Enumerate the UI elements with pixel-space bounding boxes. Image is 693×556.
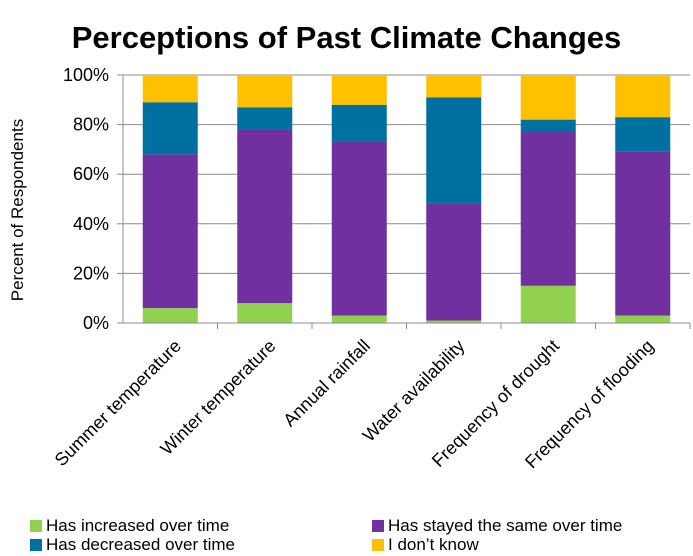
bar-segment xyxy=(237,129,293,304)
x-tick-label: Annual rainfall xyxy=(279,336,374,431)
bar-segment xyxy=(615,75,671,118)
y-tick-label: 100% xyxy=(63,65,109,85)
y-tick-label: 40% xyxy=(73,214,109,234)
x-tick-label: Water availability xyxy=(359,336,469,446)
y-tick-label: 80% xyxy=(73,115,109,135)
y-tick-label: 20% xyxy=(73,263,109,283)
bar-segment xyxy=(520,285,576,323)
y-tick-label: 0% xyxy=(83,313,109,333)
bar-segment xyxy=(520,75,576,120)
bar-segment xyxy=(142,154,198,309)
bar-segment xyxy=(237,303,293,323)
bar-segment xyxy=(142,75,198,103)
bar-segment xyxy=(426,320,482,323)
bar-segment xyxy=(520,119,576,133)
bar-segment xyxy=(615,315,671,323)
bar-segment xyxy=(331,315,387,323)
bar-segment xyxy=(237,107,293,130)
bar-segment xyxy=(142,308,198,323)
bar-segment xyxy=(426,97,482,204)
chart-title: Perceptions of Past Climate Changes xyxy=(71,20,622,55)
bar-segment xyxy=(615,117,671,152)
bar-segment xyxy=(331,104,387,142)
bar-segment xyxy=(237,75,293,108)
bar-segment xyxy=(331,141,387,316)
bar-segment xyxy=(520,132,576,286)
bar-segment xyxy=(426,203,482,321)
bar-segment xyxy=(142,102,198,155)
bar-segment xyxy=(426,75,482,98)
bar-segment xyxy=(331,75,387,105)
y-tick-label: 60% xyxy=(73,164,109,184)
bar-segment xyxy=(615,151,671,316)
